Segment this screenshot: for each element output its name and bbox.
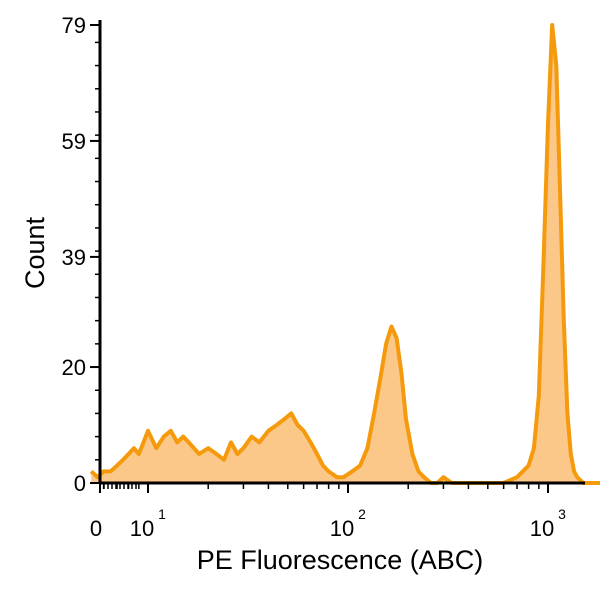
- y-tick-label-4: 79: [62, 13, 86, 38]
- histogram-fill-0: [91, 25, 600, 483]
- axes: 0203959790101102103104: [62, 13, 585, 541]
- x-tick-label-2: 10: [330, 516, 354, 541]
- y-axis-label: Count: [20, 216, 50, 289]
- x-tick-exponent-2: 2: [358, 506, 366, 522]
- histogram-line-0: [89, 23, 600, 485]
- x-tick-exponent-3: 3: [558, 506, 566, 522]
- y-tick-label-2: 39: [62, 245, 86, 270]
- x-tick-exponent-1: 1: [158, 506, 166, 522]
- y-tick-label-1: 20: [62, 355, 86, 380]
- y-tick-label-3: 59: [62, 129, 86, 154]
- x-tick-label-3: 10: [530, 516, 554, 541]
- x-tick-label-1: 10: [130, 516, 154, 541]
- x-tick-label-0: 0: [90, 516, 102, 541]
- plot-area: [89, 23, 600, 485]
- x-axis-label: PE Fluorescence (ABC): [197, 545, 484, 575]
- y-tick-label-0: 0: [74, 471, 86, 496]
